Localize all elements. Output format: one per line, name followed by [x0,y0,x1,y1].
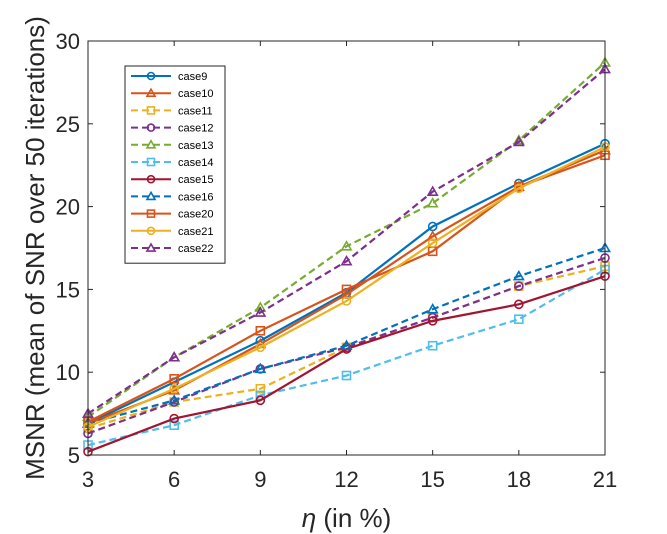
data-point-case14 [514,314,524,325]
legend-marker-case16 [145,190,157,201]
legend-label-case11: case11 [178,105,213,117]
legend-marker-case21 [146,226,156,236]
legend-marker-case22 [145,242,157,252]
data-point-case16 [168,394,181,405]
x-tick-label: 9 [254,467,266,492]
data-point-case14 [341,370,352,381]
legend-label-case15: case15 [178,174,213,186]
data-point-case21 [255,342,266,353]
data-point-case21 [514,183,524,194]
legend-label-case16: case16 [178,191,213,203]
data-point-case15 [255,395,266,406]
legend-marker-case15 [146,174,156,184]
series-line-case12 [87,256,606,435]
data-point-case11 [255,383,266,394]
legend-label-case9: case9 [178,71,207,83]
data-point-case20 [255,325,266,336]
data-point-case15 [427,316,438,326]
y-tick-label: 5 [68,443,80,468]
data-point-case14 [427,340,438,351]
x-tick-label: 6 [168,467,180,492]
x-axis: 3 6 9 12 15 18 21 [82,41,617,492]
data-point-case16 [426,303,439,314]
series-line-case22 [87,68,606,415]
data-point-case22 [340,255,353,266]
data-point-case13 [340,240,353,251]
series-case16 [82,241,611,428]
data-point-case14 [169,420,179,430]
data-point-case10 [426,230,439,241]
data-point-case16 [512,269,525,281]
y-tick-label: 15 [56,277,80,302]
data-point-case21 [341,296,352,306]
data-point-case16 [254,362,267,374]
legend-label-case12: case12 [178,123,213,135]
data-point-case22 [254,306,267,317]
data-point-case21 [169,383,179,394]
data-point-case13 [512,134,525,145]
series-line-case21 [87,145,606,428]
y-axis-label: MSNR (mean of SNR over 50 iterations) [20,16,50,480]
x-tick-label: 3 [82,467,94,492]
data-point-case22 [168,351,181,362]
data-point-case20 [341,284,352,295]
data-point-case12 [514,281,524,291]
y-axis: 5 10 15 20 25 30 [56,29,605,468]
data-point-case20 [169,374,179,384]
data-point-case16 [340,339,353,350]
data-point-case15 [169,413,179,424]
x-axis-label-text: (in %) [316,503,391,533]
series-line-case16 [87,246,606,425]
legend-label-case22: case22 [178,243,213,255]
y-tick-label: 20 [56,195,80,220]
legend-label-case21: case21 [178,226,213,238]
y-tick-label: 10 [56,360,80,385]
legend-marker-case14 [146,157,156,167]
data-point-case22 [512,135,525,147]
legend-marker-case10 [145,87,157,98]
x-tick-label: 15 [420,467,444,492]
legend-label-case13: case13 [178,140,213,152]
legend-marker-case20 [146,209,156,218]
data-point-case13 [254,301,267,312]
x-tick-label: 12 [334,467,358,492]
legend-marker-case9 [146,71,156,81]
legend-marker-case11 [146,106,156,115]
legend-label-case10: case10 [178,88,213,100]
legend-marker-case12 [146,123,156,132]
data-point-case13 [426,197,439,208]
x-tick-label: 21 [593,467,617,492]
plot-area [82,56,611,457]
y-tick-label: 25 [56,112,80,137]
legend-label-case14: case14 [178,157,213,169]
data-point-case22 [426,185,439,196]
legend-label-case20: case20 [178,209,213,221]
y-tick-label: 30 [56,29,80,54]
legend: case9 case10 case11 case12 case13 case14 case1… [124,65,226,264]
legend-marker-case13 [145,139,157,149]
x-axis-label-symbol: η [302,503,316,533]
data-point-case21 [427,238,438,248]
series-line-case14 [87,268,606,447]
series-line-case20 [87,154,606,423]
x-axis-label: η (in %) [302,503,392,533]
x-tick-label: 18 [507,467,531,492]
data-point-case15 [514,299,524,310]
